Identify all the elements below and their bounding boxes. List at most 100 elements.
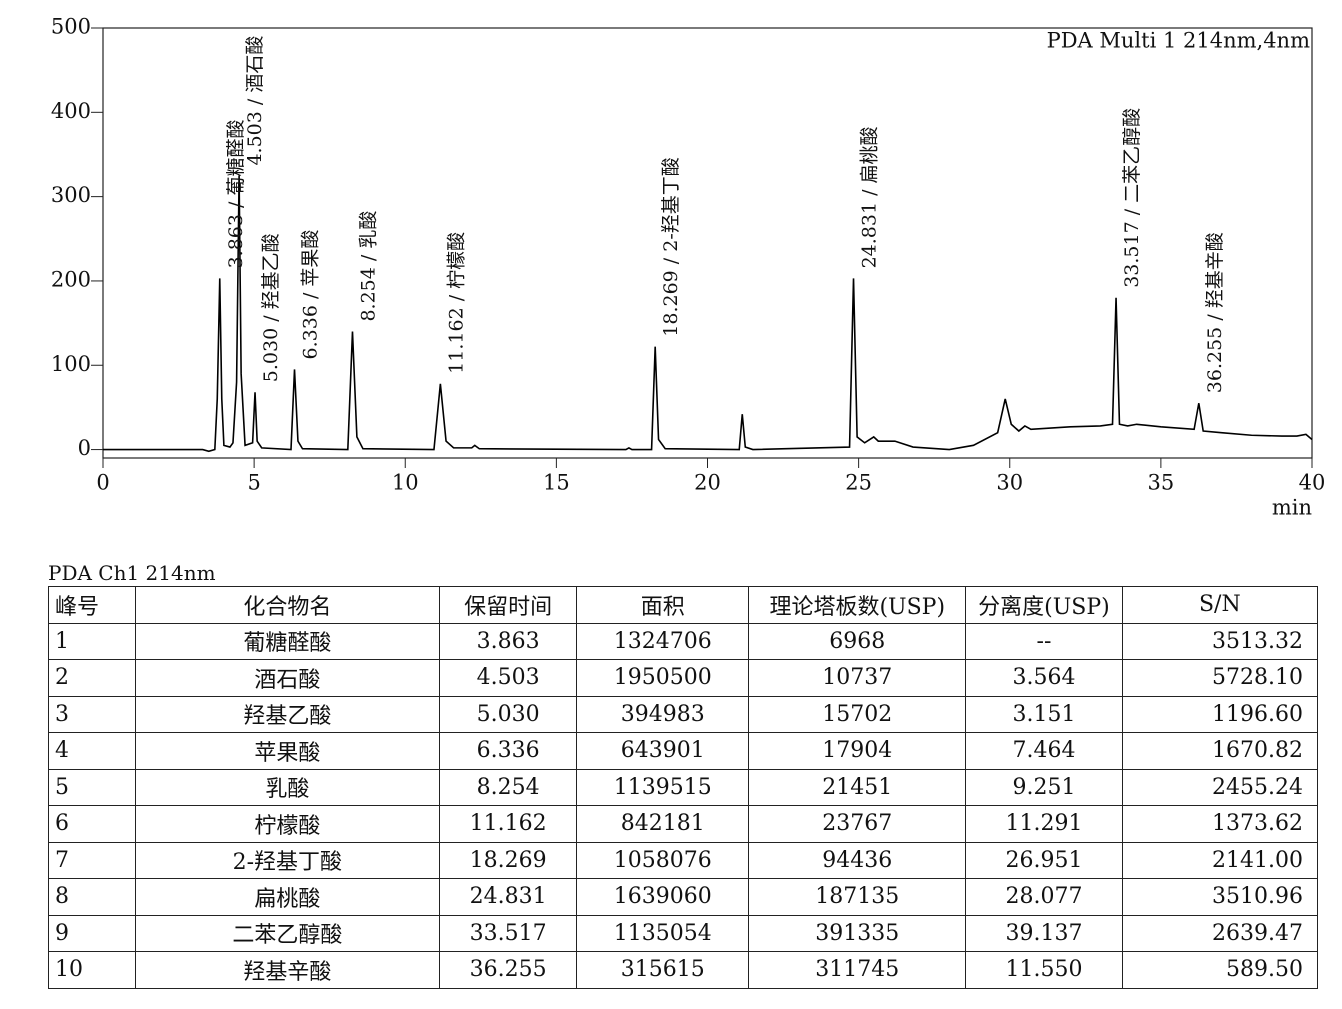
cell: 2-羟基丁酸 <box>134 841 441 879</box>
x-tick-label: 10 <box>392 471 419 495</box>
cell: 21451 <box>748 768 967 806</box>
peak-label: 8.254 / 乳酸 <box>357 211 379 322</box>
cell: 2 <box>48 659 136 697</box>
cell: 6968 <box>748 622 967 660</box>
chart: PDA Multi 1 214nm,4nm min 01002003004005… <box>51 15 1326 520</box>
cell: 4.503 <box>439 659 578 697</box>
cell: 1324706 <box>576 622 750 660</box>
peak-label: 36.255 / 羟基辛酸 <box>1204 232 1226 393</box>
x-tick-label: 20 <box>694 471 721 495</box>
table-row: 5 乳酸 8.254 1139515 21451 9.251 2455.24 <box>48 768 1319 806</box>
cell: 5 <box>48 768 136 806</box>
cell: 6 <box>48 805 136 843</box>
y-tick-label: 400 <box>51 99 91 123</box>
cell: 1058076 <box>576 841 750 879</box>
cell: 6.336 <box>439 732 578 770</box>
peak-table: 峰号 化合物名 保留时间 面积 理论塔板数(USP) 分离度(USP) S/N 1 葡糖醛酸 3.… <box>48 586 1319 989</box>
x-tick-label: 5 <box>247 471 260 495</box>
cell: 3.564 <box>965 659 1123 697</box>
cell: 8.254 <box>439 768 578 806</box>
cell: 23767 <box>748 805 967 843</box>
header-cell: 理论塔板数(USP) <box>748 586 967 624</box>
cell: 3510.96 <box>1121 878 1319 916</box>
cell: 5728.10 <box>1121 659 1319 697</box>
y-tick-label: 300 <box>51 183 91 207</box>
cell: 5.030 <box>439 695 578 733</box>
cell: 1639060 <box>576 878 750 916</box>
header-row: 峰号 化合物名 保留时间 面积 理论塔板数(USP) 分离度(USP) S/N <box>48 586 1319 624</box>
cell: 二苯乙醇酸 <box>134 914 441 952</box>
table-row: 6 柠檬酸 11.162 842181 23767 11.291 1373.62 <box>48 805 1319 843</box>
cell: 94436 <box>748 841 967 879</box>
cell: 酒石酸 <box>134 659 441 697</box>
chart-title: PDA Multi 1 214nm,4nm <box>1047 29 1310 53</box>
table-row: 3 羟基乙酸 5.030 394983 15702 3.151 1196.60 <box>48 695 1319 733</box>
cell: 7.464 <box>965 732 1123 770</box>
cell: 10 <box>48 951 136 989</box>
cell: 842181 <box>576 805 750 843</box>
table-row: 9 二苯乙醇酸 33.517 1135054 391335 39.137 2639.47 <box>48 914 1319 952</box>
peak-label: 3.863 / 葡糖醛酸 <box>225 120 247 269</box>
cell: 1950500 <box>576 659 750 697</box>
peak-label: 4.503 / 酒石酸 <box>244 36 266 166</box>
cell: 394983 <box>576 695 750 733</box>
x-tick-label: 0 <box>96 471 109 495</box>
table-row: 7 2-羟基丁酸 18.269 1058076 94436 26.951 2141.00 <box>48 841 1319 879</box>
cell: 11.291 <box>965 805 1123 843</box>
cell: 18.269 <box>439 841 578 879</box>
cell: 9.251 <box>965 768 1123 806</box>
cell: 315615 <box>576 951 750 989</box>
x-tick-label: 40 <box>1299 471 1326 495</box>
cell: 36.255 <box>439 951 578 989</box>
y-tick-label: 200 <box>51 267 91 291</box>
cell: 10737 <box>748 659 967 697</box>
peak-label: 33.517 / 二苯乙醇酸 <box>1121 108 1143 288</box>
cell: 187135 <box>748 878 967 916</box>
y-tick-label: 0 <box>78 436 91 460</box>
x-tick-label: 25 <box>845 471 872 495</box>
peak-label: 6.336 / 苹果酸 <box>300 230 322 360</box>
cell: 391335 <box>748 914 967 952</box>
cell: 1135054 <box>576 914 750 952</box>
cell: 葡糖醛酸 <box>134 622 441 660</box>
cell: 3 <box>48 695 136 733</box>
cell: 11.162 <box>439 805 578 843</box>
table-caption: PDA Ch1 214nm <box>48 561 216 585</box>
cell: 3513.32 <box>1121 622 1319 660</box>
cell: 17904 <box>748 732 967 770</box>
header-cell: 分离度(USP) <box>965 586 1123 624</box>
peak-label: 18.269 / 2-羟基丁酸 <box>660 157 682 336</box>
cell: 9 <box>48 914 136 952</box>
cell: 4 <box>48 732 136 770</box>
cell: -- <box>965 622 1123 660</box>
cell: 羟基辛酸 <box>134 951 441 989</box>
cell: 643901 <box>576 732 750 770</box>
cell: 3.151 <box>965 695 1123 733</box>
x-tick-label: 15 <box>543 471 570 495</box>
header-cell: 面积 <box>576 586 750 624</box>
table-row: 1 葡糖醛酸 3.863 1324706 6968 -- 3513.32 <box>48 622 1319 660</box>
cell: 311745 <box>748 951 967 989</box>
cell: 8 <box>48 878 136 916</box>
table-row: 2 酒石酸 4.503 1950500 10737 3.564 5728.10 <box>48 659 1319 697</box>
table-row: 10 羟基辛酸 36.255 315615 311745 11.550 589.50 <box>48 951 1319 989</box>
peak-label: 24.831 / 扁桃酸 <box>859 126 881 268</box>
cell: 11.550 <box>965 951 1123 989</box>
cell: 乳酸 <box>134 768 441 806</box>
y-tick-label: 500 <box>51 15 91 39</box>
cell: 1373.62 <box>1121 805 1319 843</box>
table-row: 8 扁桃酸 24.831 1639060 187135 28.077 3510.96 <box>48 878 1319 916</box>
cell: 3.863 <box>439 622 578 660</box>
cell: 33.517 <box>439 914 578 952</box>
header-cell: 保留时间 <box>439 586 578 624</box>
trace <box>103 175 1313 453</box>
header-cell: S/N <box>1121 586 1319 624</box>
cell: 15702 <box>748 695 967 733</box>
x-axis-label: min <box>1272 496 1312 520</box>
cell: 1139515 <box>576 768 750 806</box>
cell: 柠檬酸 <box>134 805 441 843</box>
cell: 7 <box>48 841 136 879</box>
cell: 1670.82 <box>1121 732 1319 770</box>
cell: 2455.24 <box>1121 768 1319 806</box>
